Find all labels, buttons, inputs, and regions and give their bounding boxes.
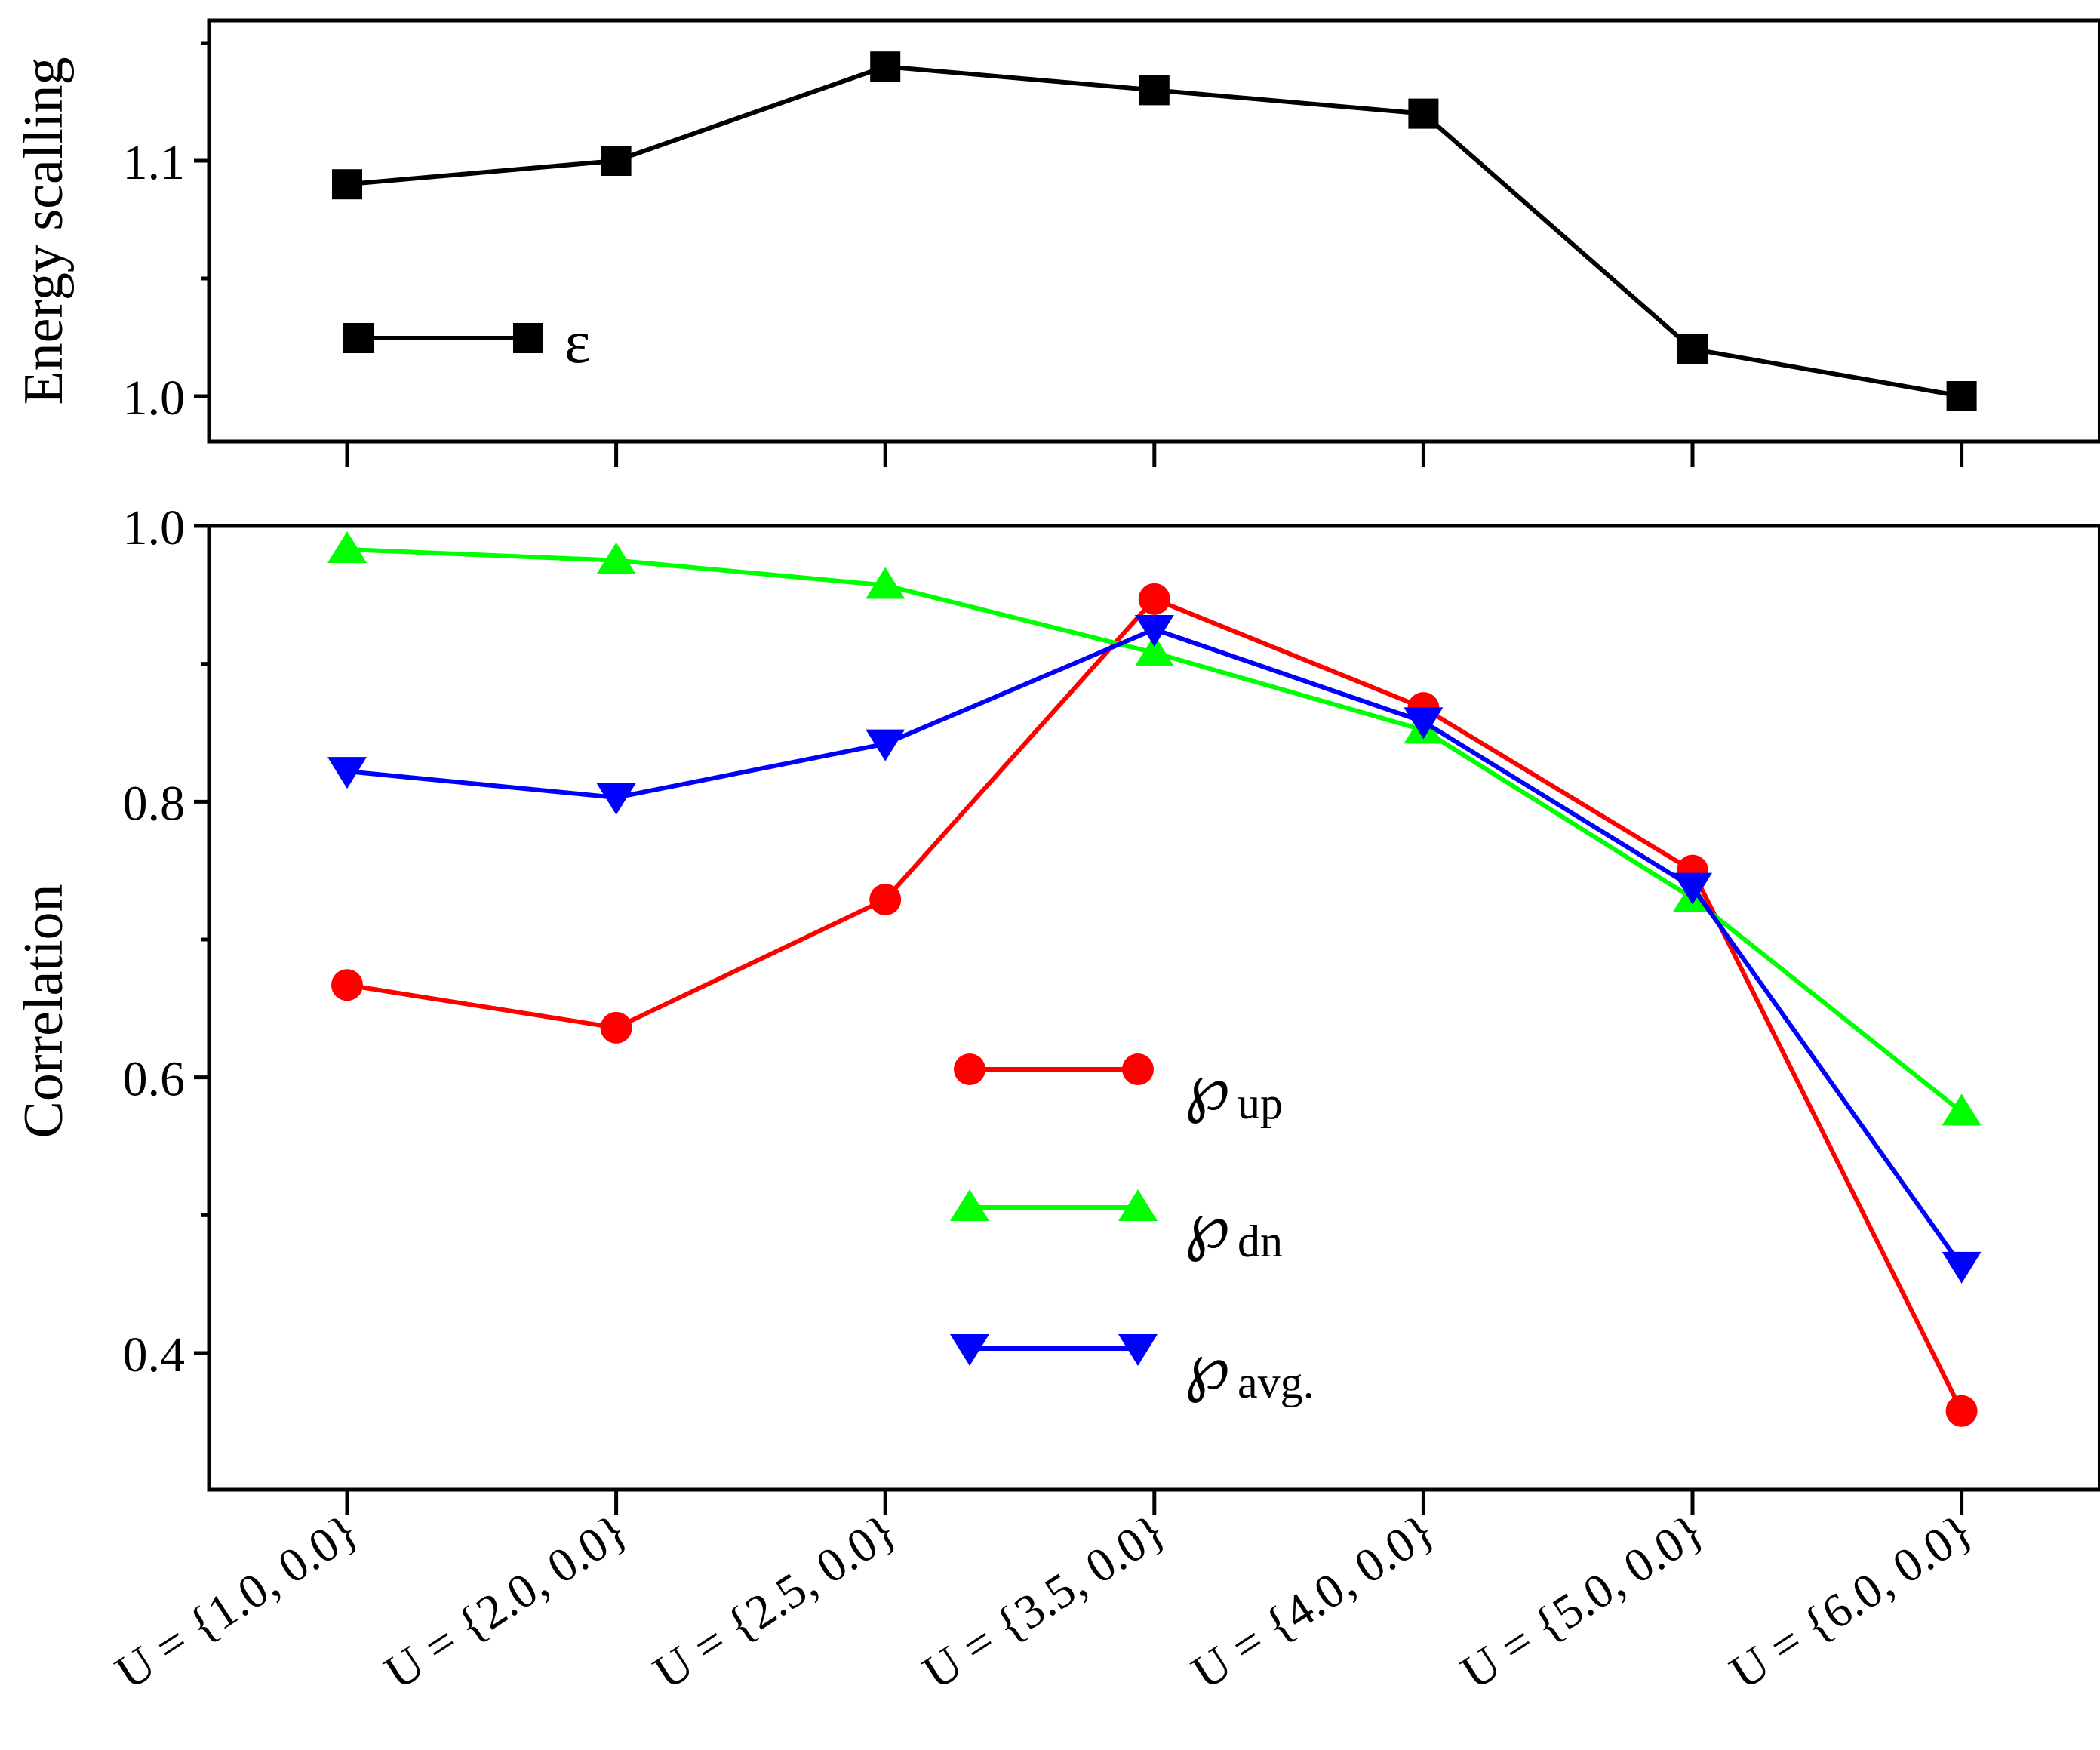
y-tick-label: 0.4 <box>123 1327 186 1382</box>
data-point-dn-6 <box>1942 1093 1982 1126</box>
correlation-series <box>327 531 1982 1427</box>
data-point-avg-4 <box>1404 707 1444 740</box>
legend-marker-up-left <box>954 1053 985 1085</box>
correlation-legend: ℘ up ℘ dn ℘ avg. <box>950 1051 1314 1407</box>
series-line-up <box>346 596 1964 1413</box>
legend-label-avg: ℘ avg. <box>1185 1330 1314 1407</box>
energy-axes: 1.0 1.1 <box>123 41 1964 467</box>
legend-marker-epsilon-left <box>343 323 374 353</box>
y-tick-label: 1.0 <box>123 371 186 426</box>
legend-label-avg-sub: avg. <box>1238 1358 1314 1407</box>
data-point-up-0 <box>331 969 363 1001</box>
legend-marker-epsilon-right <box>513 323 543 353</box>
data-point-up-2 <box>869 884 902 916</box>
energy-legend: ε <box>343 307 590 376</box>
y-tick-label: 1.1 <box>123 135 186 190</box>
x-tick-label: U = {2.5, 0.0} <box>644 1503 906 1699</box>
correlation-axes: 0.4 0.6 0.8 1.0 <box>123 500 1964 1515</box>
data-point-avg-3 <box>1134 615 1174 647</box>
legend-label-epsilon: ε <box>564 307 590 376</box>
legend-label-dn: ℘ dn <box>1185 1189 1283 1266</box>
data-point-epsilon-2 <box>870 51 901 82</box>
x-tick-label: U = {6.0, 0.0} <box>1720 1503 1982 1699</box>
data-point-up-1 <box>600 1011 632 1044</box>
x-tick-label: U = {5.0, 0.0} <box>1452 1503 1714 1699</box>
legend-label-up-sub: up <box>1238 1078 1283 1128</box>
y-tick-label: 0.6 <box>123 1052 186 1107</box>
legend-marker-dn-right <box>1118 1189 1158 1221</box>
x-tick-label: U = {3.5, 0.0} <box>913 1503 1175 1699</box>
legend-label-dn-symbol: ℘ <box>1185 1189 1230 1263</box>
data-point-epsilon-0 <box>332 169 362 200</box>
legend-label-dn-sub: dn <box>1238 1216 1283 1266</box>
data-point-epsilon-1 <box>601 146 632 176</box>
x-tick-label: U = {1.0, 0.0} <box>106 1503 368 1699</box>
data-point-dn-0 <box>327 531 367 564</box>
data-point-avg-5 <box>1673 872 1712 905</box>
series-line-avg <box>346 627 1964 1268</box>
data-point-up-6 <box>1945 1395 1978 1427</box>
energy-series <box>332 51 1977 411</box>
legend-label-up-symbol: ℘ <box>1185 1051 1230 1124</box>
legend-marker-up-right <box>1122 1053 1154 1085</box>
data-point-epsilon-6 <box>1946 381 1977 411</box>
data-point-up-3 <box>1138 583 1170 615</box>
data-point-dn-2 <box>866 567 905 599</box>
data-point-avg-0 <box>327 757 367 789</box>
data-point-avg-1 <box>596 783 636 815</box>
y-tick-label: 1.0 <box>123 500 186 555</box>
correlation-panel: 0.40.60.81.0 ℘ up ℘ dn ℘ avg. Correlation <box>13 500 2100 1515</box>
data-point-avg-6 <box>1942 1251 1982 1284</box>
correlation-ylabel: Correlation <box>13 884 75 1138</box>
legend-label-up: ℘ up <box>1185 1051 1283 1128</box>
x-tick-label: U = {4.0, 0.0} <box>1182 1503 1444 1699</box>
data-point-epsilon-5 <box>1677 334 1708 364</box>
data-point-dn-3 <box>1134 635 1174 667</box>
energy-ylabel: Energy scalling <box>13 57 75 404</box>
x-tick-label: U = {2.0, 0.0} <box>375 1503 637 1699</box>
legend-marker-dn-left <box>950 1189 989 1221</box>
data-point-epsilon-4 <box>1408 98 1439 129</box>
data-point-avg-2 <box>866 729 905 761</box>
legend-marker-avg-right <box>1118 1334 1158 1366</box>
legend-label-avg-symbol: ℘ <box>1185 1330 1230 1404</box>
energy-panel: 1.0 1.1 ε Energy scalling <box>13 18 2100 467</box>
legend-marker-avg-left <box>950 1334 989 1366</box>
x-axis-labels: U = {1.0, 0.0} U = {2.0, 0.0} U = {2.5, 0.… <box>106 1503 1983 1699</box>
data-point-dn-1 <box>596 542 636 574</box>
y-tick-label: 0.8 <box>123 776 186 831</box>
data-point-epsilon-3 <box>1139 75 1170 106</box>
